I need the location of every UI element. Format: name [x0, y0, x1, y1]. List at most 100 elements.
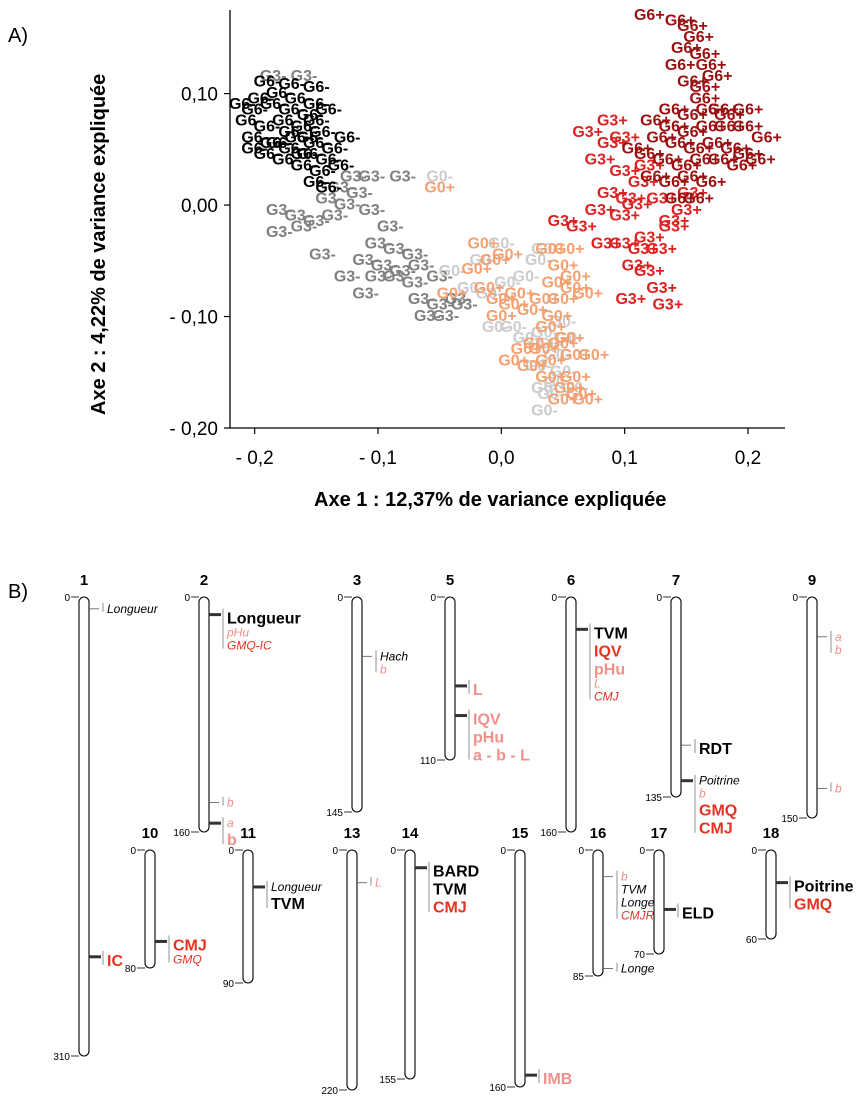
data-point: G6- [254, 146, 281, 163]
data-point: G3- [383, 269, 410, 286]
y-tick-label: 0,10 [181, 85, 218, 106]
data-point: G3- [328, 180, 355, 197]
data-point: G6+ [683, 191, 714, 208]
axis-ticks: - 0,2 - 0,1 0,0 0,1 0,2 - 0,20 - 0,10 0,00 0,10 [169, 85, 761, 469]
chromosome-body [565, 596, 577, 833]
start-position-label: 0 [64, 593, 70, 604]
qtl-label: CMJR [621, 909, 655, 923]
data-point: G3+ [548, 213, 579, 230]
data-point: G0- [556, 330, 583, 347]
data-point: G3- [383, 241, 410, 258]
data-point: G3+ [622, 258, 653, 275]
data-point: G6- [321, 141, 348, 158]
qtl-label: TVM [433, 882, 467, 899]
data-point: G6- [229, 96, 256, 113]
qtl: b [209, 796, 234, 810]
data-point: G6+ [696, 118, 727, 135]
qtl-label: a [835, 630, 842, 644]
data-point: G3+ [652, 297, 683, 314]
data-point: G6+ [640, 113, 671, 130]
start-position-label: 0 [639, 846, 645, 857]
chromosome-13: 13 0 220 L [321, 825, 381, 1097]
qtl-label: GMQ-IC [227, 639, 272, 653]
data-point: G0+ [572, 391, 603, 408]
data-point: G3+ [646, 280, 677, 297]
data-point: G6+ [659, 118, 690, 135]
series-G6minus: G6-G6-G6-G6-G6-G6-G6-G6-G6-G6-G6-G6-G6-G… [229, 74, 361, 197]
data-point: G6- [278, 141, 305, 158]
data-point: G3- [266, 224, 293, 241]
data-point: G3- [352, 285, 379, 302]
qtl: ab [817, 630, 842, 657]
data-point: G3- [402, 246, 429, 263]
data-point: G3- [284, 207, 311, 224]
data-point: G6+ [733, 146, 764, 163]
data-point: G0- [543, 347, 570, 364]
qtl-label: RDT [699, 741, 732, 758]
chromosome-number: 16 [590, 825, 607, 842]
data-point: G0- [482, 319, 509, 336]
data-point: G6+ [665, 12, 696, 29]
start-position-label: 0 [130, 846, 136, 857]
data-point: G0+ [498, 297, 529, 314]
chromosome-body [404, 849, 416, 1080]
qtl-label: CMJ [699, 821, 733, 838]
chromosome-body [198, 596, 210, 833]
qtl-label: CMJ [173, 937, 207, 954]
qtl-label: a - b - L [473, 748, 530, 765]
data-point: G3- [432, 308, 459, 325]
qtl-label: IC [107, 953, 123, 970]
data-point: G6+ [696, 102, 727, 119]
chromosome-body [592, 849, 604, 977]
qtl-label: b [227, 796, 234, 810]
data-point: G3+ [628, 241, 659, 258]
y-axis-title: Axe 2 : 4,22% de variance expliquée [88, 74, 110, 415]
chromosome-11: 11 0 90 Longueur TVM [223, 825, 323, 990]
data-point: G3- [426, 269, 453, 286]
qtl-label: Longe [621, 962, 655, 976]
start-position-label: 0 [500, 846, 506, 857]
data-point: G6- [303, 174, 330, 191]
data-point: G6+ [683, 29, 714, 46]
chromosome-number: 18 [763, 825, 780, 842]
data-point: G0+ [474, 280, 505, 297]
data-point: G6- [278, 76, 305, 93]
data-point: G3+ [671, 202, 702, 219]
qtl-label: Longueur [227, 611, 301, 628]
data-point: G6- [260, 96, 287, 113]
data-point: G0+ [554, 380, 585, 397]
data-point: G3+ [609, 163, 640, 180]
data-point: G6- [254, 74, 281, 91]
chromosome-body [444, 596, 456, 761]
end-position-label: 145 [326, 808, 343, 819]
data-point: G6- [309, 163, 336, 180]
chromosome-number: 15 [512, 825, 529, 842]
data-point: G3- [358, 202, 385, 219]
data-point: G6- [303, 96, 330, 113]
series-G6plus: G6+ G6+G6+G6+G6+G6+G6+G6+G6+G6+G6+G6+G6+G… [622, 7, 782, 208]
data-point: G3+ [634, 230, 665, 247]
data-point: G6- [309, 124, 336, 141]
data-point: G0+ [554, 241, 585, 258]
data-point: G3- [266, 202, 293, 219]
data-point: G3+ [591, 235, 622, 252]
panel-b-label: B) [8, 581, 28, 603]
data-point: G3+ [585, 202, 616, 219]
data-point: G0+ [529, 341, 560, 358]
end-position-label: 310 [53, 1052, 70, 1063]
qtl-label: b [835, 643, 842, 657]
data-point: G3- [445, 291, 472, 308]
data-point: G0+ [535, 352, 566, 369]
data-point: G0+ [566, 386, 597, 403]
data-point: G6+ [652, 152, 683, 169]
data-point: G6+ [640, 168, 671, 185]
data-point: G0+ [517, 302, 548, 319]
data-point: G0+ [486, 308, 517, 325]
data-point: G0+ [548, 258, 579, 275]
qtl-label: L [594, 676, 601, 690]
